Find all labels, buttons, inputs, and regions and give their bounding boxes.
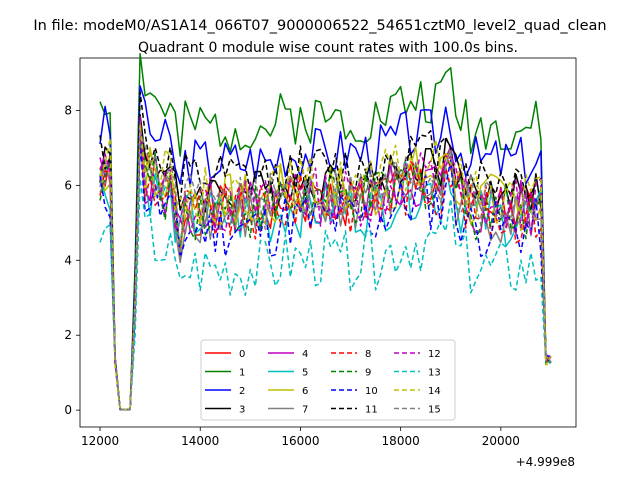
legend-label-4: 4: [302, 349, 308, 360]
series-line-12: [99, 116, 552, 411]
legend-label-10: 10: [365, 386, 378, 397]
series-line-13: [99, 178, 552, 411]
series-line-11: [99, 91, 552, 411]
series-line-2: [99, 85, 552, 411]
series-line-15: [99, 130, 552, 411]
series-line-8: [99, 129, 552, 411]
legend-label-3: 3: [239, 405, 245, 416]
chart-title: Quadrant 0 module wise count rates with …: [138, 40, 518, 56]
legend-label-5: 5: [302, 368, 308, 379]
legend-label-14: 14: [428, 386, 441, 397]
x-tick-label: 18000: [382, 434, 420, 448]
y-tick-label: 8: [64, 103, 72, 117]
legend-label-2: 2: [239, 386, 245, 397]
series-line-10: [99, 141, 552, 411]
legend-label-8: 8: [365, 349, 371, 360]
ticks-layer: 12000 14000 16000 18000 20000 0 2 4 6 8: [64, 103, 520, 448]
legend-label-1: 1: [239, 368, 245, 379]
legend-label-9: 9: [365, 368, 371, 379]
legend-label-13: 13: [428, 368, 441, 379]
y-tick-label: 0: [64, 403, 72, 417]
x-tick-label: 20000: [482, 434, 520, 448]
legend-label-11: 11: [365, 405, 378, 416]
series-line-9: [99, 124, 552, 411]
y-tick-label: 2: [64, 328, 72, 342]
series-line-1: [99, 52, 552, 411]
legend-label-0: 0: [239, 349, 245, 360]
figure-suptitle: In file: modeM0/AS1A14_066T07_9000006522…: [33, 18, 606, 34]
series-layer: [99, 52, 552, 411]
series-line-3: [99, 113, 552, 411]
legend-label-12: 12: [428, 349, 441, 360]
legend-box: [200, 339, 456, 421]
legend-label-6: 6: [302, 386, 308, 397]
y-tick-label: 4: [64, 253, 72, 267]
legend-label-7: 7: [302, 405, 308, 416]
y-tick-label: 6: [64, 178, 72, 192]
x-tick-label: 16000: [281, 434, 319, 448]
legend-label-15: 15: [428, 405, 441, 416]
x-tick-label: 12000: [81, 434, 119, 448]
x-tick-label: 14000: [181, 434, 219, 448]
x-offset-label: +4.999e8: [516, 455, 575, 469]
